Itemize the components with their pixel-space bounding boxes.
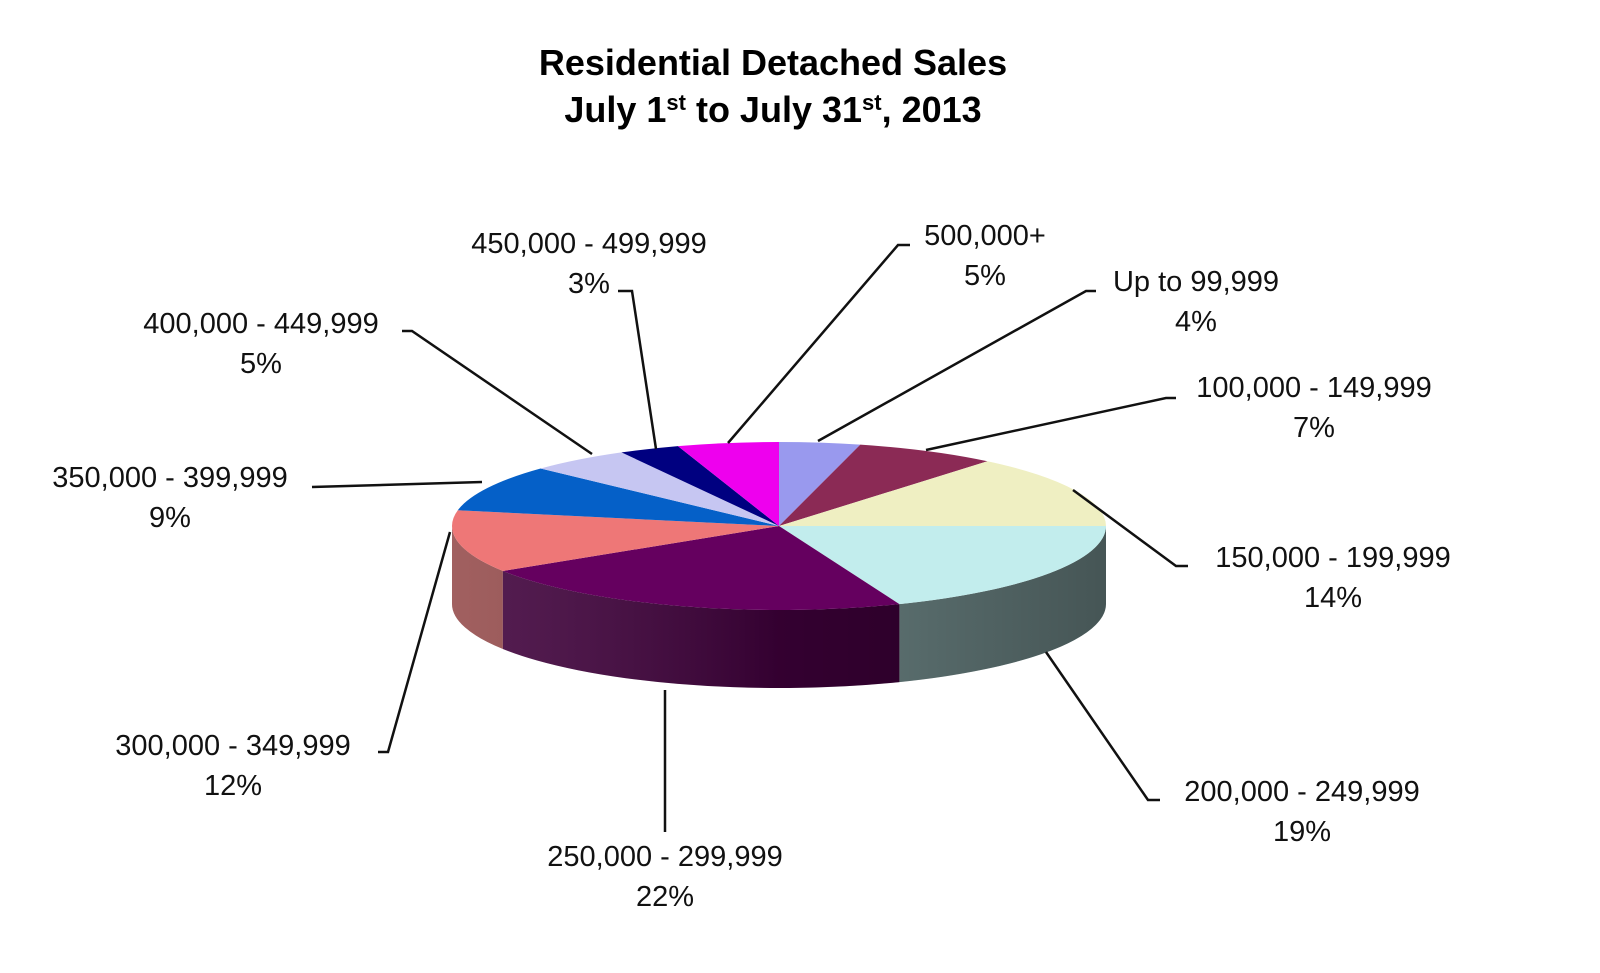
title-text-part: , 2013	[882, 89, 982, 130]
slice-label-200-000-249-999: 200,000 - 249,999	[1184, 776, 1419, 808]
pie-slice-350-000-399-999	[457, 468, 779, 526]
slice-value-150-000-199-999: 14%	[1304, 582, 1362, 614]
leader-line-400-000-449-999	[402, 329, 593, 456]
leader-line-100-000-149-999	[925, 396, 1176, 452]
slice-label-450-000-499-999: 450,000 - 499,999	[471, 228, 706, 260]
slice-label-300-000-349-999: 300,000 - 349,999	[115, 730, 350, 762]
slice-label-400-000-449-999: 400,000 - 449,999	[143, 308, 378, 340]
chart-title: Residential Detached Sales	[539, 42, 1007, 83]
slice-value-400-000-449-999: 5%	[240, 348, 282, 380]
leader-lines	[311, 243, 1188, 832]
pie-slice-450-000-499-999	[621, 446, 779, 526]
leader-line-500-000	[727, 243, 910, 444]
leader-line-up-to-99-999	[817, 289, 1096, 443]
slice-label-250-000-299-999: 250,000 - 299,999	[547, 841, 782, 873]
pie-slice-100-000-149-999	[779, 444, 988, 526]
pie-slice-200-000-249-999	[779, 526, 1106, 605]
slice-value-100-000-149-999: 7%	[1293, 412, 1335, 444]
slice-value-200-000-249-999: 19%	[1273, 816, 1331, 848]
slice-value-350-000-399-999: 9%	[149, 502, 191, 534]
slice-label-350-000-399-999: 350,000 - 399,999	[52, 462, 287, 494]
leader-line-200-000-249-999	[1044, 651, 1160, 802]
slice-label-500-000: 500,000+	[924, 220, 1046, 252]
pie-tops	[451, 442, 1106, 610]
leader-line-450-000-499-999	[618, 289, 658, 450]
slice-value-up-to-99-999: 4%	[1175, 306, 1217, 338]
slice-value-450-000-499-999: 3%	[568, 268, 610, 300]
chart-subtitle: July 1st to July 31st, 2013	[564, 89, 981, 130]
pie-side-shading	[452, 526, 1106, 688]
slice-label-up-to-99-999: Up to 99,999	[1113, 266, 1279, 298]
leader-line-300-000-349-999	[378, 531, 452, 754]
leader-line-150-000-199-999	[1072, 488, 1188, 568]
leader-line-350-000-399-999	[311, 480, 483, 489]
pie-slice-250-000-299-999	[502, 526, 900, 610]
slice-label-150-000-199-999: 150,000 - 199,999	[1215, 542, 1450, 574]
title-text-part: to July 31	[686, 89, 862, 130]
pie-sides	[452, 526, 1106, 688]
slice-value-500-000: 5%	[964, 260, 1006, 292]
slice-value-300-000-349-999: 12%	[204, 770, 262, 802]
pie-slice-150-000-199-999	[779, 461, 1106, 526]
pie-slice-300-000-349-999	[451, 510, 779, 572]
pie-slice-500-000	[677, 442, 779, 526]
slice-value-250-000-299-999: 22%	[636, 881, 694, 913]
title-text-part: July 1	[564, 89, 666, 130]
slice-label-100-000-149-999: 100,000 - 149,999	[1196, 372, 1431, 404]
title-superscript: st	[862, 90, 882, 115]
pie-slice-400-000-449-999	[540, 452, 779, 526]
title-superscript: st	[666, 90, 686, 115]
pie-slice-up-to-99-999	[779, 442, 861, 526]
slice-labels: Up to 99,999 4% 100,000 - 149,999 7% 150,000…	[52, 220, 1450, 913]
